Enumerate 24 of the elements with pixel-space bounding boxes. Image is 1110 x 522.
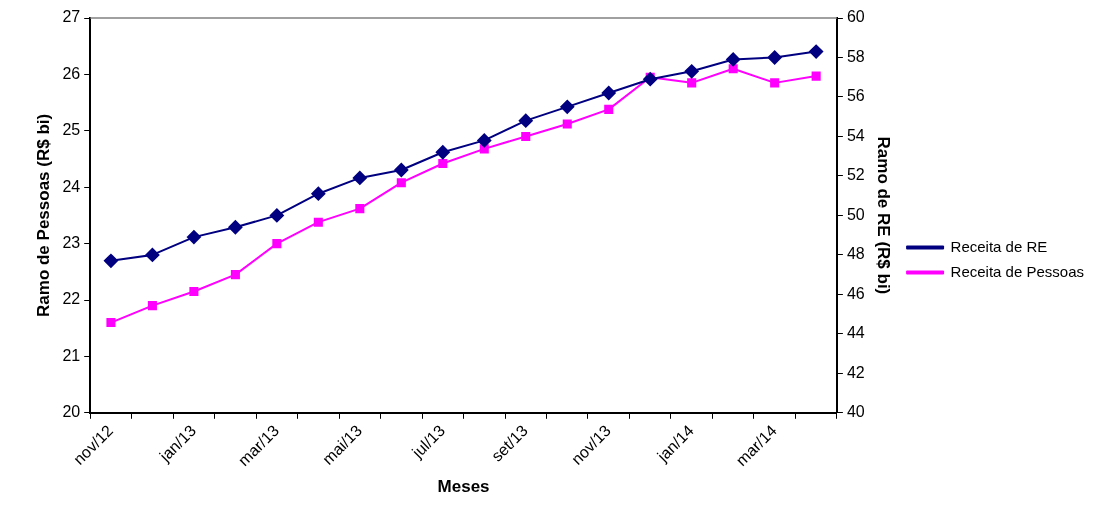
y-tick-label: 21	[62, 346, 81, 364]
y-tick-label: 25	[62, 121, 81, 139]
y-tick-label: 26	[62, 64, 81, 82]
legend-label: Receita de Pessoas	[950, 262, 1085, 280]
y2-tick-label: 60	[846, 8, 865, 26]
y-tick-label: 27	[62, 8, 81, 26]
y2-tick-label: 40	[846, 403, 865, 421]
y-tick-label: 20	[62, 403, 81, 421]
y-tick-label: 23	[62, 234, 81, 252]
y2-tick-label: 52	[846, 166, 865, 184]
y-axis-title: Ramo de Pessoas (R$ bi)	[33, 113, 53, 317]
y-tick-label: 24	[62, 177, 81, 195]
y2-tick-label: 46	[846, 284, 865, 302]
y-tick-label: 22	[62, 290, 81, 308]
y2-tick-label: 44	[846, 324, 865, 342]
y2-tick-label: 48	[846, 245, 865, 263]
y2-tick-label: 50	[846, 205, 865, 223]
y2-tick-label: 42	[846, 363, 865, 381]
legend-label: Receita de RE	[950, 237, 1048, 255]
x-axis-title: Meses	[437, 477, 490, 497]
y2-tick-label: 58	[846, 47, 865, 65]
y2-axis-title: Ramo de RE (R$ bi)	[874, 136, 894, 295]
y2-tick-label: 54	[846, 126, 865, 144]
y2-tick-label: 56	[846, 87, 865, 105]
